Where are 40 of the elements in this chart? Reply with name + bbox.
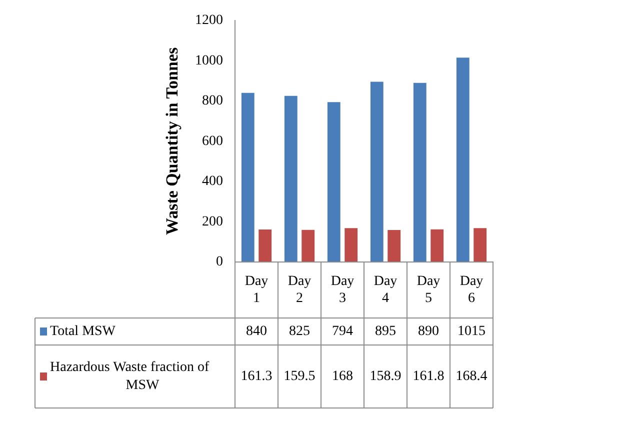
bar (474, 228, 487, 262)
bar (327, 102, 340, 262)
data-label: 895 (375, 324, 396, 340)
data-label: 168 (332, 369, 353, 384)
x-tick-label: Day 5 (416, 274, 440, 306)
data-label: 158.9 (370, 369, 402, 384)
data-label: 840 (246, 324, 267, 340)
x-tick-label: Day 1 (244, 274, 268, 306)
legend-label: Total MSW (50, 324, 116, 340)
y-tick-label: 600 (202, 134, 223, 149)
data-label: 825 (289, 324, 310, 340)
bar (344, 228, 358, 262)
data-label: 161.8 (412, 369, 444, 384)
y-tick-label: 200 (202, 214, 223, 230)
bar (241, 92, 254, 262)
bar (413, 82, 426, 262)
y-axis-title: Waste Quantity in Tonnes (162, 47, 182, 235)
data-label: 794 (332, 324, 353, 340)
data-label: 161.3 (240, 369, 272, 384)
x-tick-label: Day 4 (374, 274, 398, 306)
y-tick-label: 0 (216, 254, 223, 270)
y-tick-label: 1200 (195, 13, 223, 28)
bar (284, 96, 298, 262)
y-tick-label: 800 (202, 94, 223, 109)
legend-label: Hazardous Waste fraction of MSW (50, 360, 210, 394)
data-label: 890 (418, 324, 439, 340)
bar (302, 230, 315, 262)
data-label: 168.4 (456, 369, 488, 384)
data-label: 1015 (458, 324, 486, 340)
bar (430, 229, 444, 262)
data-label: 159.5 (284, 369, 316, 384)
bar (370, 82, 384, 262)
y-tick-label: 400 (202, 174, 223, 190)
x-tick-label: Day 3 (330, 274, 354, 306)
x-tick-label: Day 6 (460, 274, 484, 306)
bar (456, 58, 470, 262)
bar (388, 230, 401, 262)
bar (258, 230, 272, 262)
x-tick-label: Day 2 (288, 274, 312, 306)
y-tick-label: 1000 (195, 53, 223, 68)
